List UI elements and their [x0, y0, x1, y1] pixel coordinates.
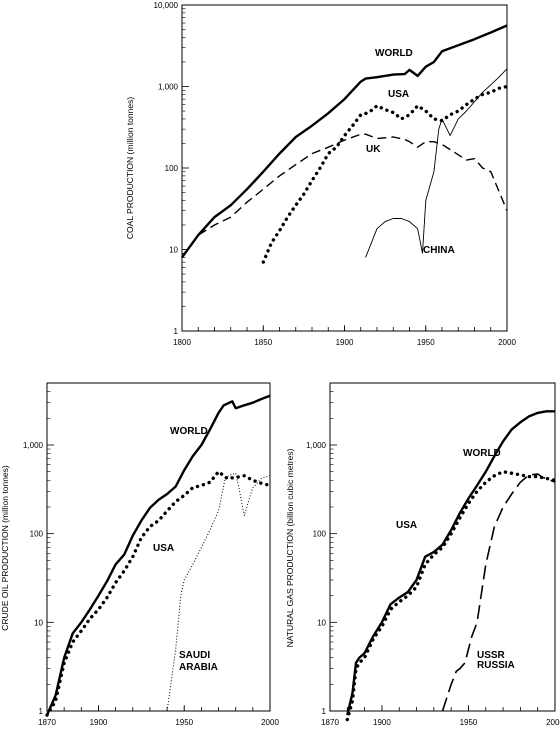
label-saudi: SAUDI	[179, 650, 210, 661]
y-tick-label: 100	[313, 530, 327, 539]
y-tick-label: 10	[169, 246, 178, 255]
x-tick-label: 1950	[460, 718, 478, 727]
y-axis-label: NATURAL GAS PRODUCTION (billion cubic me…	[285, 448, 295, 647]
label-usa: USA	[153, 543, 174, 554]
axis-ticks: 1800 1850 1900 1950 2000 1 10 100 1,000 10,000	[154, 1, 517, 347]
y-tick-label: 10	[317, 618, 326, 627]
label-russia: RUSSIA	[477, 660, 515, 671]
series-layer	[45, 394, 272, 717]
label-world: WORLD	[375, 48, 413, 59]
series-uk	[181, 133, 508, 258]
y-tick-label: 10,000	[154, 1, 179, 10]
x-tick-label: 1870	[321, 718, 339, 727]
y-tick-label: 1,000	[158, 83, 179, 92]
x-tick-label: 1950	[175, 718, 193, 727]
series-layer	[345, 410, 557, 722]
y-tick-label: 100	[165, 164, 179, 173]
plot-frame	[181, 4, 508, 332]
x-tick-label: 2000	[546, 718, 560, 727]
y-tick-label: 1	[174, 327, 179, 336]
natural-gas-production-chart: 1870 1900 1950 2000 1 10 100 1,000 NATURAL GAS …	[285, 382, 560, 727]
y-tick-label: 1	[39, 707, 44, 716]
label-usa: USA	[388, 89, 409, 100]
axis-ticks: 1870 1900 1950 2000 1 10 100 1,000	[306, 391, 560, 727]
y-tick-label: 10	[34, 618, 43, 627]
coal-production-chart: 1800 1850 1900 1950 2000 1 10 100 1,000 10,000 CO…	[125, 1, 516, 347]
y-axis-label: CRUDE OIL PRODUCTION (million tonnes)	[0, 465, 10, 631]
x-tick-label: 1870	[38, 718, 56, 727]
series-layer	[181, 24, 509, 264]
y-tick-label: 1,000	[23, 441, 44, 450]
series-usa	[261, 84, 509, 264]
y-tick-label: 1	[322, 707, 327, 716]
series-usa	[345, 470, 557, 722]
x-tick-label: 2000	[261, 718, 279, 727]
plot-frame	[46, 382, 271, 712]
x-tick-label: 1900	[373, 718, 391, 727]
label-uk: UK	[366, 144, 381, 155]
series-world	[181, 24, 508, 259]
y-tick-label: 100	[30, 530, 44, 539]
series-ussr-russia	[441, 473, 556, 712]
x-tick-label: 1950	[417, 338, 435, 347]
label-world: WORLD	[463, 448, 501, 459]
label-arabia: ARABIA	[179, 662, 218, 673]
y-tick-label: 1,000	[306, 441, 327, 450]
crude-oil-production-chart: 1870 1900 1950 2000 1 10 100 1,000 CRUDE OIL PR…	[0, 382, 279, 727]
x-tick-label: 1850	[254, 338, 272, 347]
y-axis-label: COAL PRODUCTION (million tonnes)	[125, 97, 135, 239]
series-usa	[45, 470, 272, 717]
series-world	[346, 410, 555, 716]
plot-frame	[329, 382, 556, 712]
label-usa: USA	[396, 520, 417, 531]
label-china: CHINA	[423, 245, 455, 256]
series-china	[365, 68, 508, 258]
x-tick-label: 1800	[173, 338, 191, 347]
x-tick-label: 1900	[90, 718, 108, 727]
series-saudi-arabia	[166, 472, 271, 712]
label-ussr: USSR	[477, 650, 506, 661]
label-world: WORLD	[170, 426, 208, 437]
x-tick-label: 1900	[336, 338, 354, 347]
x-tick-label: 2000	[498, 338, 516, 347]
axis-ticks: 1870 1900 1950 2000 1 10 100 1,000	[23, 391, 279, 727]
series-world	[45, 394, 271, 716]
